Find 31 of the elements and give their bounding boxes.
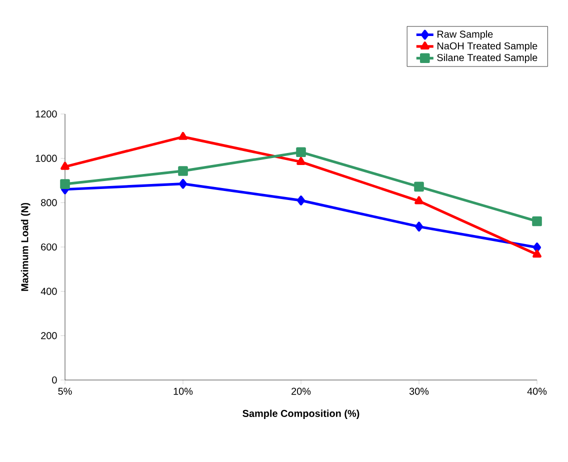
point <box>532 216 542 226</box>
y-tick-label: 0 <box>52 376 57 384</box>
point <box>414 196 424 204</box>
y-tick-label: 1200 <box>36 110 57 118</box>
point <box>415 222 424 232</box>
y-tick-label: 600 <box>41 243 57 251</box>
point <box>178 166 188 176</box>
y-tick-label: 200 <box>41 332 57 340</box>
x-tick-label: 5% <box>58 388 72 395</box>
y-axis-title: Maximum Load (N) <box>20 202 30 291</box>
x-tick-label: 30% <box>409 388 429 395</box>
point <box>532 250 542 258</box>
point <box>179 178 187 189</box>
y-tick-label: 400 <box>40 288 57 295</box>
legend-label: Silane Treated Sample <box>437 54 538 64</box>
point <box>60 179 70 189</box>
point <box>297 196 306 206</box>
point <box>178 132 188 140</box>
point <box>296 147 306 158</box>
x-tick-label: 20% <box>292 388 311 395</box>
point <box>414 182 424 192</box>
legend-label: Raw Sample <box>438 30 493 40</box>
x-tick-label: 40% <box>527 388 547 395</box>
point <box>533 242 542 252</box>
y-tick-label: 800 <box>41 199 57 206</box>
y-tick-label: 1000 <box>36 154 57 162</box>
legend-label: NaOH Treated Sample <box>438 42 538 52</box>
point <box>296 156 306 165</box>
point <box>60 162 70 170</box>
x-axis-title: Sample Composition (%) <box>242 410 360 419</box>
x-tick-label: 10% <box>174 388 193 395</box>
